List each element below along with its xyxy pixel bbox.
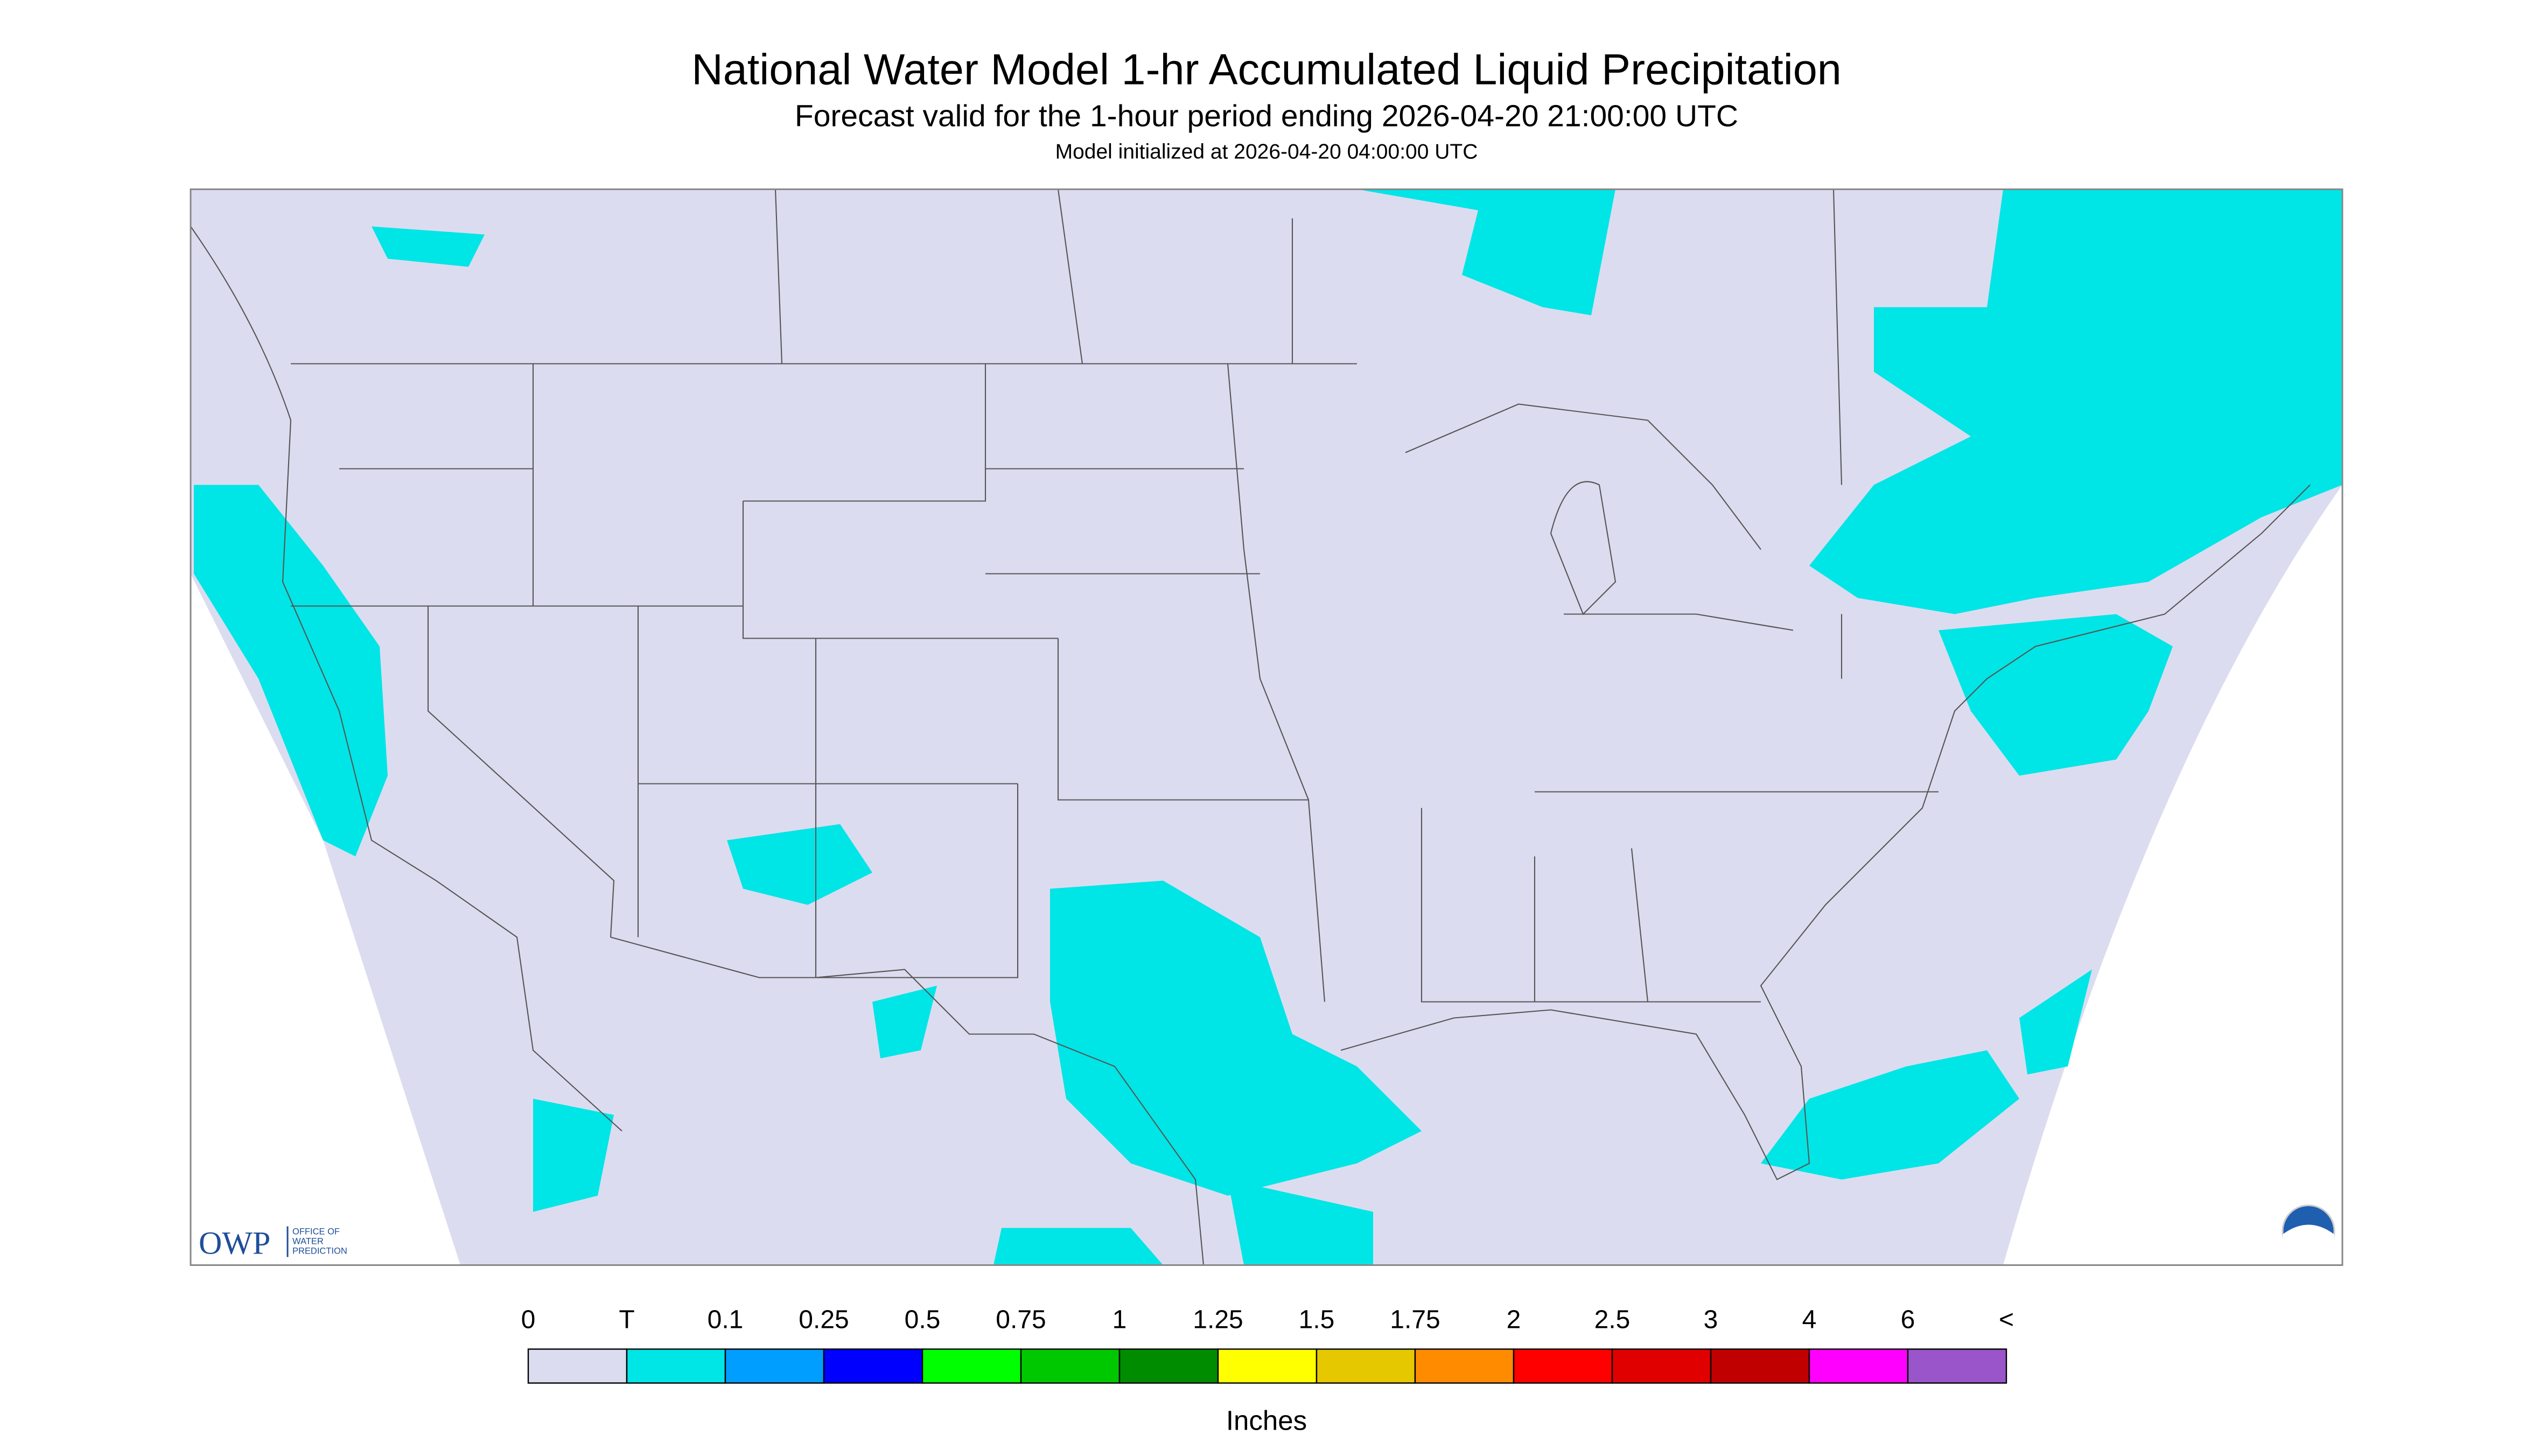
legend-swatch [1907, 1348, 2007, 1384]
subtitle: Forecast valid for the 1-hour period end… [795, 99, 1738, 134]
legend-label: 0 [521, 1306, 536, 1334]
legend: Inches 0 T 0.1 0.25 0.5 0.75 1 1.25 1.5 1.75 2 2.5 3… [521, 1306, 2014, 1436]
legend-label: 4 [1802, 1306, 1817, 1334]
logo-line: PREDICTION [292, 1247, 347, 1256]
legend-swatch [1020, 1348, 1121, 1384]
legend-label: 0.75 [996, 1306, 1046, 1334]
legend-swatch [1316, 1348, 1416, 1384]
legend-unit: Inches [1226, 1405, 1307, 1436]
legend-swatch [1611, 1348, 1712, 1384]
title: National Water Model 1-hr Accumulated Li… [691, 46, 1842, 94]
init-note: Model initialized at 2026-04-20 04:00:00… [1055, 141, 1478, 164]
legend-label: 1.5 [1299, 1306, 1335, 1334]
owp-logo: OWP OFFICE OF WATER PREDICTION [199, 1226, 347, 1261]
projection-edge [2003, 485, 2342, 1265]
legend-label: T [619, 1306, 634, 1334]
legend-swatch [823, 1348, 923, 1384]
legend-label: 1 [1112, 1306, 1127, 1334]
logo-text: OWP [199, 1226, 270, 1261]
legend-swatch [1808, 1348, 1909, 1384]
legend-swatch [1118, 1348, 1219, 1384]
legend-swatch [921, 1348, 1022, 1384]
legend-swatch [527, 1348, 628, 1384]
map-frame [190, 188, 2343, 1266]
legend-label: 1.25 [1193, 1306, 1243, 1334]
legend-label: 0.25 [799, 1306, 849, 1334]
legend-swatch [1513, 1348, 1613, 1384]
state-borders [190, 189, 2311, 1265]
legend-label: 2 [1507, 1306, 1521, 1334]
legend-swatch [1414, 1348, 1515, 1384]
legend-label: 3 [1704, 1306, 1718, 1334]
legend-label: 2.5 [1594, 1306, 1631, 1334]
legend-label: 0.1 [708, 1306, 744, 1334]
legend-swatch [1217, 1348, 1318, 1384]
legend-swatch [626, 1348, 726, 1384]
precip-areas [194, 189, 2342, 1265]
legend-label: < [1999, 1306, 2014, 1334]
legend-label: 6 [1901, 1306, 1915, 1334]
projection-edge [191, 573, 460, 1265]
legend-swatch [1710, 1348, 1810, 1384]
legend-label: 0.5 [905, 1306, 941, 1334]
map [190, 188, 2343, 1266]
legend-swatch [724, 1348, 825, 1384]
noaa-wave [2283, 1224, 2334, 1261]
logo-line: OFFICE OF [292, 1227, 340, 1237]
logo-line: WATER [292, 1237, 324, 1247]
noaa-logo [2282, 1205, 2335, 1261]
legend-label: 1.75 [1390, 1306, 1440, 1334]
